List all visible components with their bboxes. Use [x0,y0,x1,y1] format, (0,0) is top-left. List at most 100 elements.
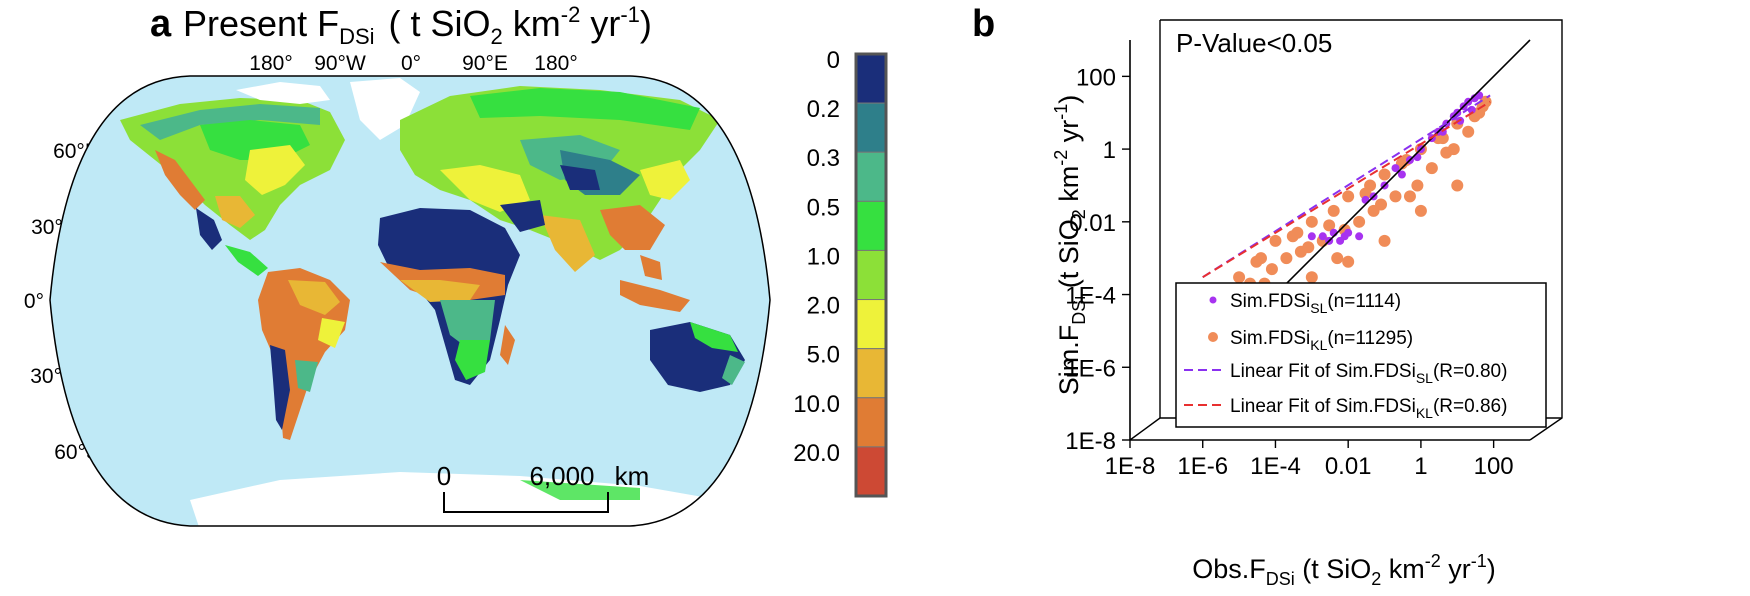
antarctic-vegetation [520,480,640,500]
panel-a-title: Present FDSi( t SiO2 km-2 yr-1) [183,2,652,49]
x-tick-label-3: 0.01 [1325,453,1372,480]
southeast-asia [620,255,690,312]
scale-bar-end: 6,000 [529,461,594,491]
point-kl-45 [1378,234,1391,247]
world-map [50,76,770,526]
colorbar-label-1: 0.2 [807,96,840,123]
colorbar-swatch-1 [855,102,887,153]
one-to-one-line [1274,39,1531,296]
point-sl-5 [1355,232,1364,241]
point-kl-38 [1367,204,1380,217]
colorbar-label-4: 1.0 [807,243,840,270]
eurasia [400,86,720,272]
lon-label-90w: 90°W [314,52,366,75]
point-kl-25 [1462,125,1475,138]
colorbar-swatches [855,53,887,497]
legend-box [1175,282,1547,428]
point-kl-37 [1331,252,1344,265]
plot-box-back [1160,19,1563,441]
point-kl-30 [1323,219,1336,232]
point-kl-17 [1389,190,1402,203]
panel-a: a Present FDSi( t SiO2 km-2 yr-1) 180° 9… [24,2,771,527]
point-sl-8 [1391,164,1400,173]
x-axis-label: Obs.FDSi (t SiO2 km-2 yr-1) [1192,551,1496,589]
x-tick-label-0: 1E-8 [1105,453,1156,480]
point-kl-13 [1353,215,1366,228]
p-value-annotation: P-Value<0.05 [1176,28,1332,58]
legend-marker-sl [1209,296,1217,304]
scale-bar-unit: km [615,461,650,491]
colorbar-label-8: 20.0 [793,440,840,467]
point-sl-4 [1344,228,1353,237]
y-axis-ticks: 1E-8 1E-6 1E-4 0.01 1 100 [1065,64,1130,455]
colorbar-label-0: 0 [827,47,840,74]
colorbar-label-7: 10.0 [793,391,840,418]
point-kl-21 [1425,162,1438,175]
colorbar-swatch-3 [855,200,887,251]
x-tick-label-5: 100 [1474,453,1514,480]
scatter-points [1233,91,1492,312]
point-kl-43 [1305,271,1318,284]
panel-b-letter: b [972,3,995,45]
point-kl-19 [1411,179,1424,192]
y-tick-label-3: 0.01 [1069,210,1116,237]
point-kl-44 [1342,255,1355,268]
colorbar-swatch-2 [855,151,887,202]
colorbar-label-6: 5.0 [807,342,840,369]
point-kl-4 [1269,234,1282,247]
lat-label-0: 0° [24,290,44,313]
colorbar-label-2: 0.3 [807,145,840,172]
colorbar-swatch-4 [855,249,887,301]
point-kl-36 [1294,245,1307,258]
point-kl-3 [1265,263,1278,276]
y-axis-label: Sim.FDSi (t SiO2 km-2 yr-1) [1051,95,1089,396]
north-america [120,82,345,276]
scale-bar: 0 6,000 km [437,461,650,513]
y-tick-label-0: 1E-8 [1065,428,1116,455]
legend-item-sl: Sim.FDSiSL(n=1114) [1230,291,1401,316]
lon-label-180w: 180° [249,52,292,75]
legend-item-fit-kl: Linear Fit of Sim.FDSiKL(R=0.86) [1230,396,1507,421]
point-sl-23 [1397,170,1406,179]
point-kl-5 [1280,252,1293,265]
point-sl-0 [1307,232,1316,241]
x-tick-label-1: 1E-6 [1177,453,1228,480]
fit-lines [1202,94,1491,279]
colorbar-label-5: 2.0 [807,293,840,320]
point-kl-31 [1359,187,1372,200]
colorbar: 0 0.2 0.3 0.5 1.0 2.0 5.0 10.0 20.0 [793,47,888,498]
south-america [258,268,350,440]
point-kl-12 [1342,190,1355,203]
legend-item-kl: Sim.FDSiKL(n=11295) [1230,328,1413,353]
colorbar-label-3: 0.5 [807,194,840,221]
colorbar-swatch-0 [855,53,887,104]
y-tick-label-1: 1E-6 [1065,355,1116,382]
colorbar-swatch-5 [855,299,887,350]
x-axis-ticks: 1E-8 1E-6 1E-4 0.01 1 100 [1105,440,1514,480]
point-sl-21 [1336,236,1345,245]
lon-label-90e: 90°E [462,52,508,75]
colorbar-swatch-6 [855,348,887,399]
colorbar-swatch-8 [855,446,887,497]
point-kl-46 [1414,204,1427,217]
legend-marker-kl [1208,332,1218,342]
point-kl-40 [1440,146,1453,159]
australia [650,322,745,392]
point-kl-39 [1403,190,1416,203]
lon-label-180e: 180° [534,52,577,75]
point-kl-8 [1305,215,1318,228]
colorbar-swatch-7 [855,397,887,448]
plot-box-corner [1129,417,1161,441]
y-tick-label-4: 1 [1103,137,1116,164]
panel-a-letter: a [150,3,172,45]
y-tick-label-5: 100 [1076,64,1116,91]
point-kl-10 [1327,204,1340,217]
lon-label-0: 0° [401,52,421,75]
fit-line-kl [1202,100,1491,279]
scale-bar-start: 0 [437,461,451,491]
point-sl-1 [1318,232,1327,241]
colorbar-frame [854,52,888,498]
map-frame [49,75,771,527]
point-kl-16 [1378,168,1391,181]
